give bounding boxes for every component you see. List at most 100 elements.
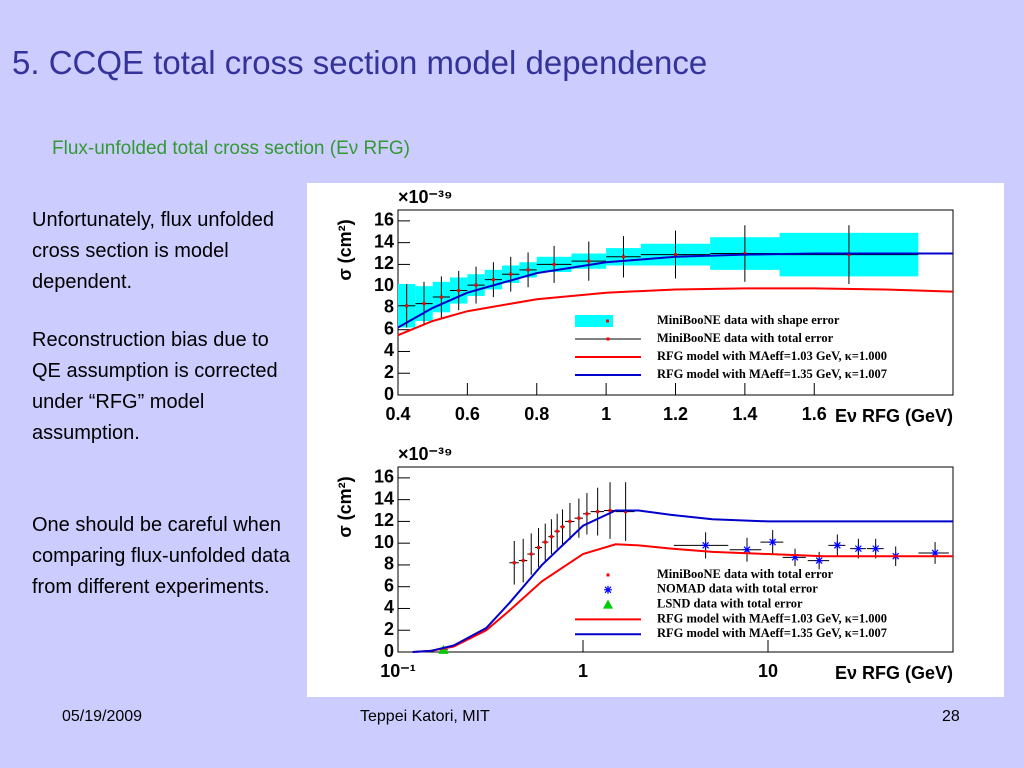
y-tick-label: 4	[384, 340, 394, 360]
data-point	[529, 552, 533, 556]
slide-title: 5. CCQE total cross section model depend…	[12, 44, 708, 81]
x-tick-label: 1	[601, 404, 611, 424]
data-point	[596, 510, 600, 514]
data-point	[847, 253, 851, 257]
data-point	[405, 304, 409, 308]
data-point	[537, 546, 541, 550]
x-tick-label: 1.2	[663, 404, 688, 424]
x-tick-label: 1.6	[802, 404, 827, 424]
data-point	[509, 272, 513, 276]
data-point	[512, 561, 516, 565]
footer-date: 05/19/2009	[62, 708, 143, 725]
data-point	[543, 540, 547, 544]
model-line	[397, 287, 954, 337]
legend-label: RFG model with MAeff=1.03 GeV, κ=1.000	[657, 349, 887, 363]
data-point	[701, 541, 710, 550]
data-point	[621, 255, 625, 259]
y-tick-label: 6	[384, 575, 394, 595]
paragraph: One should be careful when comparing flu…	[32, 514, 290, 598]
legend-marker	[606, 573, 610, 577]
data-point	[526, 268, 530, 272]
y-tick-label: 6	[384, 318, 394, 338]
data-point	[457, 289, 461, 293]
paragraph: Unfortunately, flux unfolded cross secti…	[32, 209, 275, 293]
y-tick-label: 0	[384, 641, 394, 661]
legend-marker	[606, 319, 609, 323]
y-axis-title: σ (cm²)	[335, 219, 355, 280]
plot-frame	[397, 466, 954, 653]
legend-marker	[604, 585, 612, 594]
data-point	[833, 541, 842, 550]
footer-page: 28	[942, 708, 960, 725]
y-tick-label: 16	[374, 210, 394, 230]
data-point	[815, 556, 824, 565]
y-tick-label: 0	[384, 384, 394, 404]
data-point	[474, 283, 478, 287]
y-tick-label: 14	[374, 488, 394, 508]
legend-label: RFG model with MAeff=1.35 GeV, κ=1.007	[657, 626, 887, 640]
y-tick-label: 16	[374, 467, 394, 487]
data-point	[561, 525, 565, 529]
y-exponent: ×10⁻³⁹	[398, 187, 453, 207]
data-point	[585, 512, 589, 516]
legend-label: RFG model with MAeff=1.03 GeV, κ=1.000	[657, 611, 887, 625]
data-point	[521, 559, 525, 563]
x-axis-title: Eν RFG (GeV)	[835, 663, 953, 683]
y-exponent: ×10⁻³⁹	[398, 444, 453, 464]
x-tick-label: 1.4	[732, 404, 757, 424]
data-point	[491, 278, 495, 282]
data-point	[608, 509, 612, 513]
legend-label: MiniBooNE data with total error	[657, 331, 834, 345]
data-point	[422, 302, 426, 306]
data-point	[674, 253, 677, 257]
data-point	[568, 519, 572, 523]
y-axis-title: σ (cm²)	[335, 476, 355, 537]
legend-label: RFG model with MAeff=1.35 GeV, κ=1.007	[657, 367, 887, 381]
model-line	[412, 543, 953, 653]
y-tick-label: 8	[384, 554, 394, 574]
x-axis-title: Eν RFG (GeV)	[835, 406, 953, 426]
y-tick-label: 8	[384, 297, 394, 317]
y-tick-label: 14	[374, 231, 394, 251]
x-tick-label: 10⁻¹	[380, 661, 416, 681]
y-tick-label: 2	[384, 362, 394, 382]
data-point	[791, 553, 800, 562]
data-point	[587, 259, 591, 263]
data-point	[555, 529, 559, 533]
y-tick-label: 12	[374, 510, 394, 530]
y-tick-label: 4	[384, 597, 394, 617]
data-point	[552, 262, 556, 266]
y-tick-label: 2	[384, 619, 394, 639]
legend-label: MiniBooNE data with total error	[657, 567, 834, 581]
data-point	[854, 544, 863, 553]
y-tick-label: 10	[374, 532, 394, 552]
data-point	[439, 295, 443, 299]
legend-label: LSND data with total error	[657, 596, 803, 610]
data-point	[768, 538, 777, 547]
legend-marker	[606, 337, 610, 341]
x-tick-label: 0.4	[385, 404, 410, 424]
model-line	[397, 252, 953, 329]
legend-marker	[603, 599, 613, 609]
data-point	[549, 535, 553, 539]
data-point	[743, 252, 747, 256]
slide-subtitle: Flux-unfolded total cross section (Eν RF…	[52, 138, 410, 159]
paragraph: Reconstruction bias due to QE assumption…	[32, 329, 278, 444]
data-point	[871, 544, 880, 553]
legend-label: NOMAD data with total error	[657, 582, 818, 596]
x-tick-label: 0.6	[455, 404, 480, 424]
y-tick-label: 12	[374, 253, 394, 273]
legend-label: MiniBooNE data with shape error	[657, 313, 840, 327]
x-tick-label: 1	[578, 661, 588, 681]
footer-author: Teppei Katori, MIT	[360, 708, 490, 725]
model-line	[412, 509, 953, 653]
x-tick-label: 10	[758, 661, 778, 681]
legend-swatch	[575, 315, 613, 327]
data-point	[577, 516, 581, 520]
data-point	[743, 545, 752, 554]
data-point	[931, 548, 940, 557]
y-tick-label: 10	[374, 275, 394, 295]
x-tick-label: 0.8	[524, 404, 549, 424]
